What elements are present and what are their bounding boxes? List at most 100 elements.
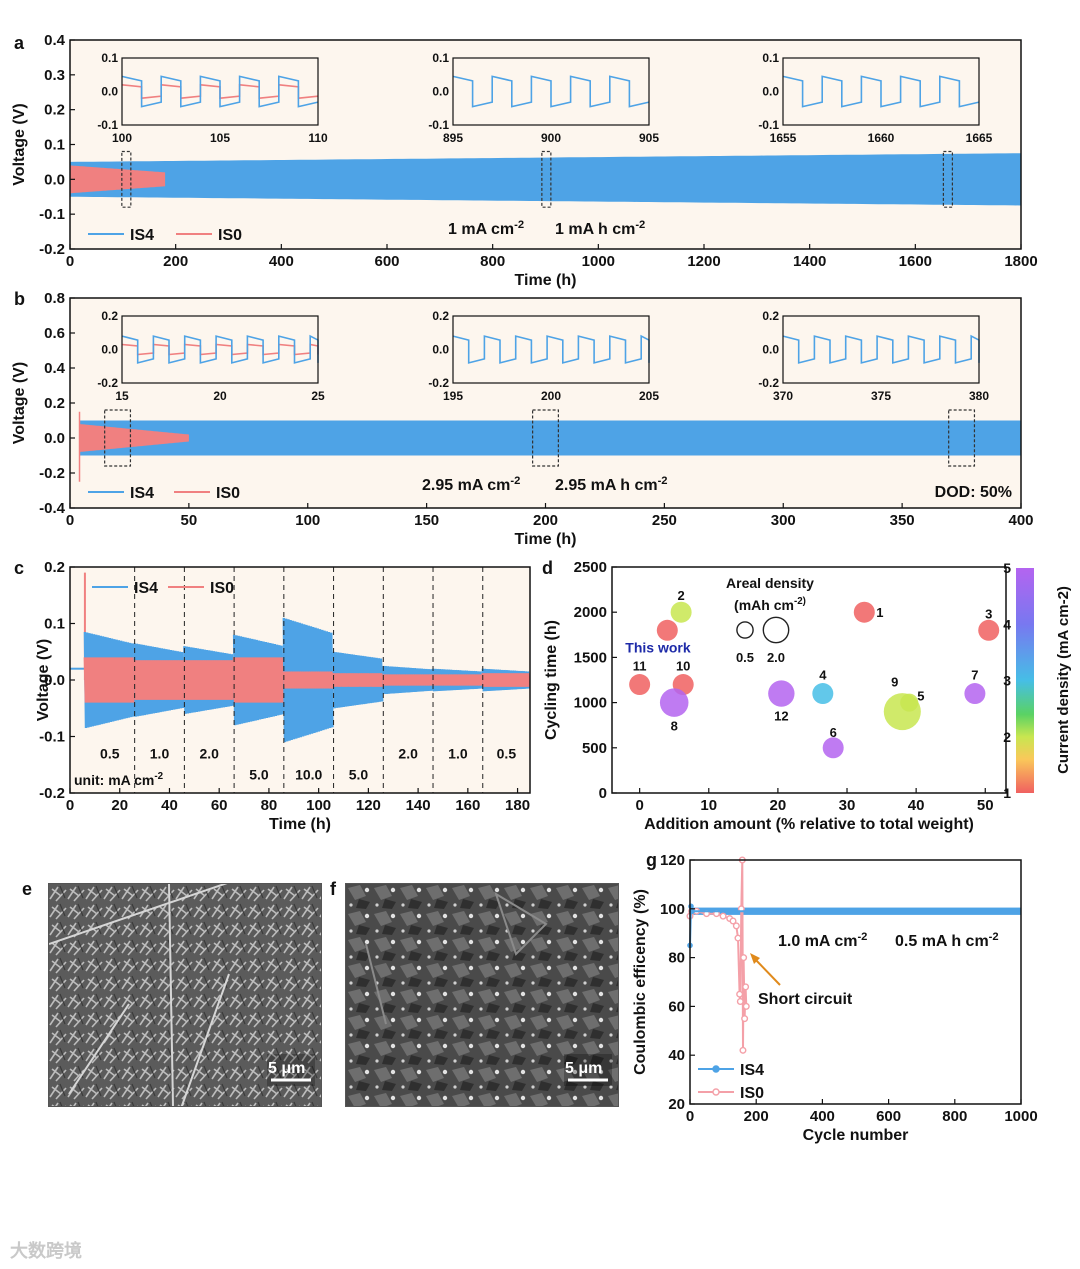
scatter-point: [978, 619, 1000, 641]
annotation-dod: DOD: 50%: [935, 484, 1012, 501]
sem-image-f: 5 μm: [345, 883, 619, 1107]
inset-border: [452, 315, 650, 384]
y-axis-label: Cycling time (h): [543, 620, 560, 740]
frame-a: 0 200 400 600 800 1000 1200 1400 1600 1800 -0.2 -0.…: [11, 32, 1038, 289]
y-tick-label: 2000: [574, 604, 607, 621]
sem-image-e: 5 μm: [48, 883, 322, 1107]
y-tick-label: -0.2: [39, 785, 65, 802]
frame-b: 0 50 100 150 200 250 300 350 400 -0.4 -0.2 0.0 0.2 0.…: [11, 290, 1034, 548]
y-axis-label: Coulombic efficency (%): [632, 889, 649, 1075]
annotation-capacity: 0.5 mA h cm-2: [895, 931, 999, 950]
y-tick-label: 60: [668, 998, 685, 1015]
inset-x-tick-label: 375: [871, 389, 891, 403]
x-tick-label: 0: [66, 797, 74, 814]
inset-y-tick-label: -0.2: [97, 376, 118, 390]
inset-y-tick-label: 0.0: [762, 343, 779, 357]
inset-border: [121, 57, 319, 126]
y-axis-label: Voltage (V): [11, 103, 28, 185]
x-tick-label: 1400: [793, 253, 826, 270]
inset-x-tick-label: 380: [969, 389, 989, 403]
annotation-capacity: 2.95 mA h cm-2: [555, 475, 668, 494]
x-axis-label: Cycle number: [803, 1127, 909, 1144]
axes-c: 0.5 1.0 2.0 5.0 10.0 5.0 2.0 1.0 0.5 unit: mA cm-…: [70, 567, 531, 793]
inset-y-tick-label: 0.1: [432, 51, 449, 65]
series-IS0-point: [736, 990, 744, 998]
series-IS4-band: [70, 153, 1021, 206]
size-legend-title: Areal density: [726, 575, 814, 591]
inset-series-IS4: [452, 334, 650, 364]
y-tick-label: 20: [668, 1096, 685, 1113]
x-tick-label: 350: [890, 512, 915, 529]
plot-border-g: [689, 859, 1022, 1105]
point-label: 8: [671, 719, 678, 734]
current-density-label: 5.0: [249, 766, 269, 782]
current-density-label: 1.0: [150, 745, 170, 761]
panel-letter-a: a: [14, 33, 25, 53]
scatter-point: [768, 680, 795, 707]
legend-label-IS4: IS4: [134, 580, 158, 597]
annotation-short-circuit: Short circuit: [758, 991, 853, 1008]
scatter-point: [822, 737, 844, 759]
x-tick-label: 80: [261, 797, 278, 814]
y-axis-label: Voltage (V): [11, 362, 28, 444]
inset-y-tick-label: 0.1: [762, 51, 779, 65]
inset-x-tick-label: 195: [443, 389, 463, 403]
series-IS0-segment: [183, 660, 235, 700]
x-tick-label: 140: [406, 797, 431, 814]
inset-border: [782, 315, 980, 384]
legend-label-IS4: IS4: [130, 485, 154, 502]
inset-y-tick-label: 0.0: [432, 85, 449, 99]
series-IS0-segment: [332, 673, 384, 687]
colorbar-tick-label: 1: [1003, 785, 1011, 801]
y-tick-label: 0.2: [44, 395, 65, 412]
inset-bg: [122, 316, 318, 383]
x-axis-label: Time (h): [515, 272, 577, 289]
inset-x-tick-label: 895: [443, 131, 463, 145]
scatter-point: [964, 683, 986, 705]
scatter-point: [629, 674, 651, 696]
zoom-box: [104, 409, 132, 467]
x-tick-label: 400: [810, 1108, 835, 1125]
inset-x-tick-label: 1665: [966, 131, 993, 145]
x-tick-label: 160: [455, 797, 480, 814]
inset-b-3: 370 375 380 0.2 0.0 -0.2: [758, 309, 989, 403]
inset-x-tick-label: 1660: [868, 131, 895, 145]
y-tick-label: -0.2: [39, 241, 65, 258]
size-legend-circle: [762, 616, 790, 644]
legend-label-IS0: IS0: [740, 1085, 764, 1102]
point-label: 5: [917, 689, 924, 704]
inset-x-tick-label: 15: [115, 389, 129, 403]
scatter-point: [659, 688, 689, 717]
colorbar-tick-label: 5: [1003, 560, 1011, 576]
inset-y-tick-label: 0.2: [101, 309, 118, 323]
x-tick-label: 200: [744, 1108, 769, 1125]
inset-y-tick-label: -0.1: [97, 118, 118, 132]
x-tick-label: 40: [161, 797, 178, 814]
scatter-point: [670, 601, 692, 623]
inset-series-IS4: [121, 75, 319, 108]
zoom-box: [532, 409, 559, 467]
current-density-label: 0.5: [100, 745, 120, 761]
y-tick-label: 1000: [574, 695, 607, 712]
x-tick-label: 400: [269, 253, 294, 270]
legend-label-IS0: IS0: [210, 580, 234, 597]
x-tick-label: 0: [635, 797, 643, 814]
panel-letter-e: e: [22, 879, 32, 899]
x-axis-label: Time (h): [269, 816, 331, 833]
zoom-box: [121, 150, 132, 208]
inset-x-tick-label: 905: [639, 131, 659, 145]
inset-y-tick-label: 0.0: [101, 85, 118, 99]
inset-y-tick-label: 0.1: [101, 51, 118, 65]
inset-x-tick-label: 200: [541, 389, 561, 403]
this-work-label: This work: [625, 639, 691, 655]
inset-series-IS4: [452, 75, 650, 108]
x-tick-label: 800: [942, 1108, 967, 1125]
x-tick-label: 100: [295, 512, 320, 529]
inset-x-tick-label: 370: [773, 389, 793, 403]
inset-x-tick-label: 20: [213, 389, 227, 403]
x-tick-label: 400: [1008, 512, 1033, 529]
y-tick-label: 0.1: [44, 137, 65, 154]
series-IS0-point: [736, 998, 744, 1006]
